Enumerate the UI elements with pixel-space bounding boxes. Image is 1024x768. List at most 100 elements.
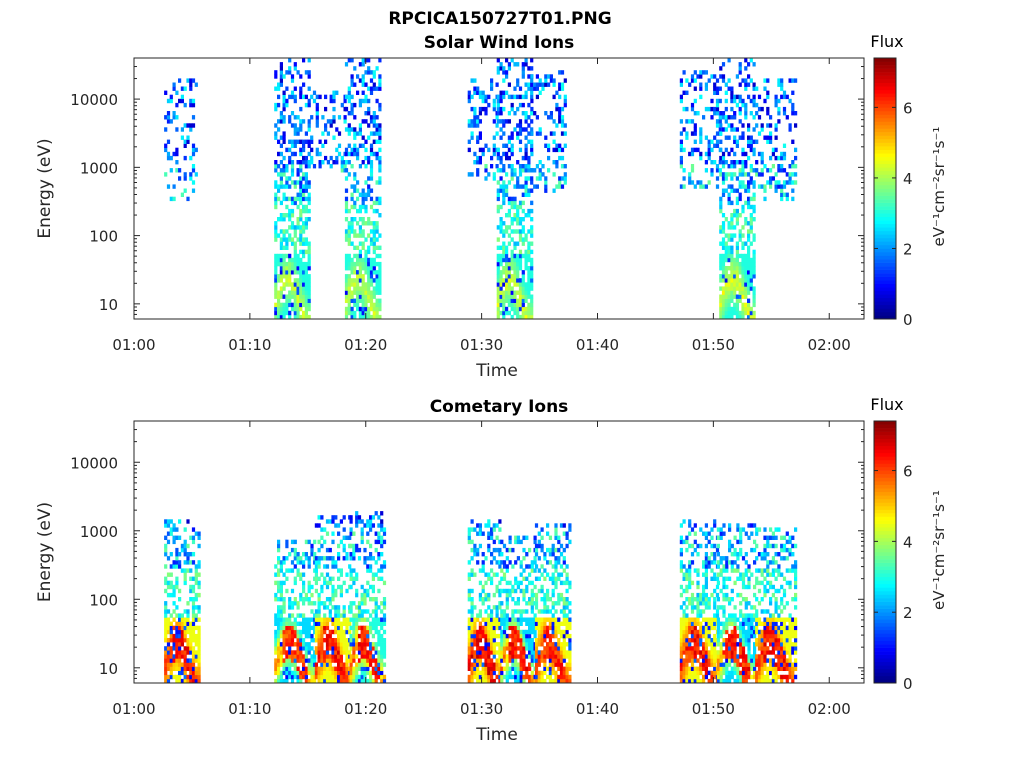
heatmap-cell [699, 592, 703, 598]
heatmap-cell [516, 638, 520, 643]
heatmap-cell [559, 580, 564, 586]
heatmap-cell [507, 213, 511, 218]
heatmap-cell [317, 613, 321, 618]
heatmap-cell [760, 151, 764, 157]
heatmap-cell [323, 556, 327, 561]
heatmap-cell [380, 523, 384, 528]
heatmap-cell [499, 290, 503, 295]
heatmap-cell [164, 564, 168, 569]
heatmap-cell [374, 511, 378, 516]
heatmap-cell [481, 584, 485, 590]
heatmap-cell [307, 119, 311, 124]
heatmap-cell [352, 576, 356, 581]
heatmap-cell [560, 131, 565, 136]
heatmap-cell [721, 192, 726, 197]
heatmap-cell [704, 621, 708, 626]
heatmap-cell [348, 629, 352, 635]
heatmap-cell [554, 560, 558, 565]
heatmap-cell [546, 531, 550, 536]
heatmap-cell [565, 572, 569, 577]
heatmap-cell [378, 306, 382, 312]
heatmap-cell [557, 666, 561, 671]
heatmap-cell [510, 257, 514, 263]
heatmap-cell [290, 662, 295, 667]
heatmap-cell [551, 564, 555, 569]
heatmap-cell [166, 629, 171, 635]
heatmap-cell [369, 629, 373, 635]
heatmap-cell [334, 617, 338, 622]
heatmap-cell [744, 106, 748, 112]
heatmap-cell [496, 94, 500, 100]
heatmap-cell [337, 621, 341, 626]
heatmap-cell [382, 674, 387, 680]
heatmap-cell [378, 213, 382, 218]
heatmap-cell [744, 111, 748, 116]
heatmap-cell [290, 601, 295, 606]
heatmap-cell [350, 225, 354, 230]
heatmap-cell [345, 654, 349, 659]
heatmap-cell [747, 249, 751, 255]
heatmap-cell [375, 180, 379, 185]
heatmap-cell [555, 123, 559, 128]
heatmap-cell [317, 539, 321, 545]
heatmap-cell [347, 261, 351, 267]
heatmap-cell [357, 625, 362, 631]
heatmap-cell [334, 523, 338, 528]
heatmap-cell [505, 184, 509, 189]
heatmap-cell [175, 160, 179, 165]
heatmap-cell [277, 658, 281, 663]
heatmap-cell [498, 588, 502, 594]
heatmap-cell [473, 662, 477, 667]
heatmap-cell [555, 160, 559, 165]
heatmap-cell [543, 617, 547, 622]
heatmap-cell [735, 278, 739, 283]
heatmap-cell [757, 184, 762, 189]
heatmap-cell [324, 127, 328, 132]
heatmap-cell [704, 654, 708, 659]
heatmap-cell [320, 584, 324, 590]
heatmap-cell [307, 241, 311, 246]
heatmap-cell [293, 539, 297, 545]
heatmap-cell [727, 172, 731, 177]
heatmap-cell [353, 143, 357, 148]
heatmap-cell [518, 294, 523, 299]
heatmap-cell [299, 225, 303, 230]
heatmap-cell [334, 625, 338, 631]
heatmap-cell [290, 294, 295, 299]
heatmap-cell [307, 662, 311, 667]
heatmap-cell [285, 282, 289, 287]
heatmap-cell [274, 638, 278, 643]
heatmap-cell [279, 70, 283, 75]
heatmap-cell [296, 196, 300, 202]
heatmap-cell [519, 560, 523, 565]
heatmap-cell [339, 621, 343, 626]
heatmap-cell [279, 62, 283, 67]
heatmap-cell [164, 523, 168, 528]
heatmap-cell [293, 261, 297, 267]
heatmap-cell [507, 139, 511, 144]
heatmap-cell [499, 155, 503, 161]
heatmap-cell [277, 560, 281, 565]
heatmap-cell [318, 94, 322, 100]
heatmap-cell [502, 119, 506, 124]
heatmap-cell [502, 78, 506, 83]
heatmap-cell [310, 592, 314, 598]
heatmap-cell [285, 678, 289, 684]
heatmap-cell [735, 306, 739, 312]
heatmap-cell [744, 184, 748, 189]
heatmap-cell [194, 617, 198, 622]
heatmap-cell [496, 274, 500, 279]
heatmap-cell [313, 678, 317, 684]
heatmap-cell [302, 625, 306, 631]
heatmap-cell [727, 245, 731, 250]
heatmap-cell [481, 666, 485, 671]
heatmap-cell [274, 225, 278, 230]
heatmap-cell [760, 160, 764, 165]
heatmap-cell [498, 547, 502, 553]
heatmap-cell [369, 662, 373, 667]
heatmap-cell [537, 556, 541, 561]
heatmap-cell [478, 625, 482, 631]
heatmap-cell [369, 282, 374, 287]
heatmap-cell [688, 621, 692, 626]
heatmap-cell [296, 139, 300, 144]
